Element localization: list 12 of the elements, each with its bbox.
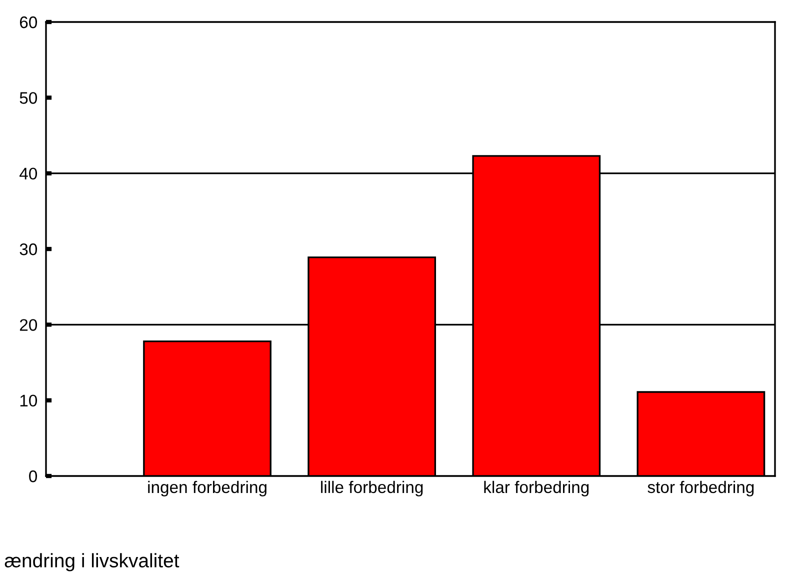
y-tick-label: 0	[29, 470, 38, 482]
x-tick-label: klar forbedring	[484, 480, 589, 496]
y-tick-label: 30	[20, 243, 38, 256]
y-tick-label: 20	[20, 319, 38, 331]
y-tick-label: 60	[20, 16, 38, 28]
x-tick-label: ingen forbedring	[148, 480, 266, 496]
x-tick-label: stor forbedring	[648, 480, 754, 496]
x-axis-title: ændring i livskvalitet	[4, 553, 180, 572]
x-tick-label: lille forbedring	[321, 480, 423, 496]
y-tick-label: 40	[20, 168, 38, 180]
y-tick-label: 50	[20, 92, 38, 104]
y-tick-label: 10	[20, 394, 38, 407]
